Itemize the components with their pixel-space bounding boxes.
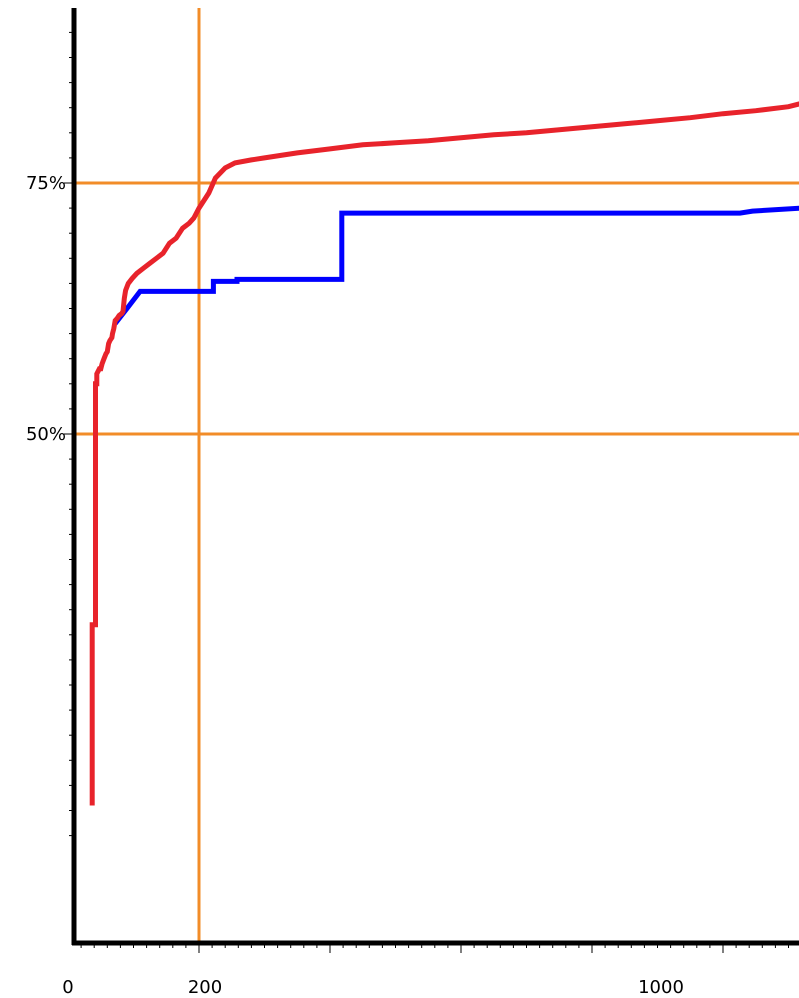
y-tick-label-50: 50% <box>26 424 66 445</box>
reference-lines <box>74 8 799 943</box>
axes <box>64 8 799 953</box>
tick-labels: 50% 75% 0 200 1000 <box>26 173 684 998</box>
series-layer <box>89 101 799 806</box>
series-line-1 <box>113 205 799 326</box>
series-line-2 <box>89 101 799 806</box>
x-tick-label-200: 200 <box>188 977 222 998</box>
x-tick-label-1000: 1000 <box>638 977 684 998</box>
x-tick-label-0: 0 <box>62 977 73 998</box>
y-tick-label-75: 75% <box>26 173 66 194</box>
